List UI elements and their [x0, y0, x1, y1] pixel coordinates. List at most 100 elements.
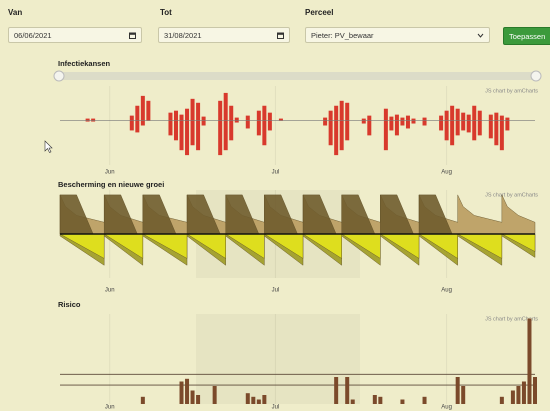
bar	[129, 120, 134, 131]
bar	[461, 120, 466, 131]
bar	[140, 396, 145, 404]
bar	[411, 118, 416, 121]
bar	[218, 100, 223, 121]
date-input[interactable]: 06/06/2021	[8, 27, 142, 43]
x-tick-label: Jul	[272, 405, 280, 411]
bar	[383, 120, 388, 151]
bar	[129, 115, 134, 121]
bar	[140, 95, 145, 121]
bar	[450, 105, 455, 121]
date-input[interactable]: 31/08/2021	[158, 27, 290, 43]
bar	[328, 110, 333, 121]
bar	[466, 114, 471, 121]
calendar-icon	[129, 32, 136, 39]
bar	[494, 112, 499, 121]
bar	[455, 377, 460, 404]
bar	[267, 120, 272, 131]
bar	[439, 115, 444, 121]
bar	[245, 393, 250, 404]
bar	[488, 114, 493, 121]
bar	[350, 399, 355, 404]
chart-credit: JS chart by amCharts	[485, 316, 538, 322]
bar	[245, 115, 250, 121]
bar	[361, 118, 366, 121]
bar	[405, 120, 410, 129]
bar	[422, 396, 427, 404]
bar	[345, 120, 350, 141]
bar	[245, 120, 250, 129]
bar	[91, 120, 96, 122]
bar	[378, 396, 383, 404]
bar	[455, 108, 460, 121]
label: Tot	[160, 8, 172, 17]
bar	[367, 115, 372, 121]
bar	[499, 396, 504, 404]
bar	[179, 381, 184, 404]
bar	[262, 395, 267, 404]
bar	[488, 120, 493, 139]
bar	[472, 120, 477, 141]
bar	[516, 386, 521, 404]
chart-title: Risico	[58, 300, 81, 309]
bar	[223, 92, 228, 121]
bar	[196, 102, 201, 121]
bar	[262, 105, 267, 121]
chart-credit: JS chart by amCharts	[485, 88, 538, 94]
scrollbar	[55, 72, 540, 80]
bar	[339, 120, 344, 151]
bar	[499, 120, 504, 151]
area	[59, 233, 536, 259]
bar	[527, 318, 532, 404]
bar	[223, 120, 228, 151]
bar	[510, 390, 515, 404]
bar	[323, 117, 328, 121]
bar	[201, 120, 206, 126]
calendar-icon	[277, 32, 284, 39]
bar	[135, 120, 140, 133]
bar	[328, 120, 333, 146]
bar	[461, 112, 466, 121]
bar	[389, 120, 394, 131]
bar	[334, 120, 339, 156]
bar	[185, 378, 190, 404]
chart-title: Infectiekansen	[58, 59, 111, 68]
x-tick-label: Jul	[272, 170, 280, 176]
bar	[173, 110, 178, 121]
bar	[229, 120, 234, 141]
bar	[212, 386, 217, 404]
bar	[323, 120, 328, 126]
bar	[466, 120, 471, 133]
cursor	[44, 140, 53, 153]
bar	[179, 114, 184, 121]
bar	[461, 386, 466, 404]
bar	[394, 120, 399, 136]
select[interactable]: Pieter: PV_bewaar	[305, 27, 490, 43]
bar	[339, 100, 344, 121]
bar	[477, 110, 482, 121]
x-tick-label: Jun	[105, 288, 115, 294]
apply-button[interactable]: Toepassen	[503, 27, 550, 45]
bar	[422, 120, 427, 126]
bar	[173, 120, 178, 141]
label: Perceel	[305, 8, 334, 17]
bar	[85, 120, 90, 122]
bar	[334, 377, 339, 404]
bar	[455, 120, 460, 136]
select-value: Pieter: PV_bewaar	[311, 31, 374, 40]
bar	[278, 118, 283, 121]
x-tick-label: Jun	[105, 405, 115, 411]
bar	[229, 105, 234, 121]
bar	[251, 396, 256, 404]
bar	[400, 117, 405, 121]
bar	[372, 395, 377, 404]
bar	[85, 118, 90, 121]
bar	[190, 120, 195, 146]
bar	[334, 105, 339, 121]
label: Van	[8, 8, 23, 17]
bar	[477, 120, 482, 136]
bar	[394, 114, 399, 121]
bar	[185, 108, 190, 121]
bar	[201, 116, 206, 121]
